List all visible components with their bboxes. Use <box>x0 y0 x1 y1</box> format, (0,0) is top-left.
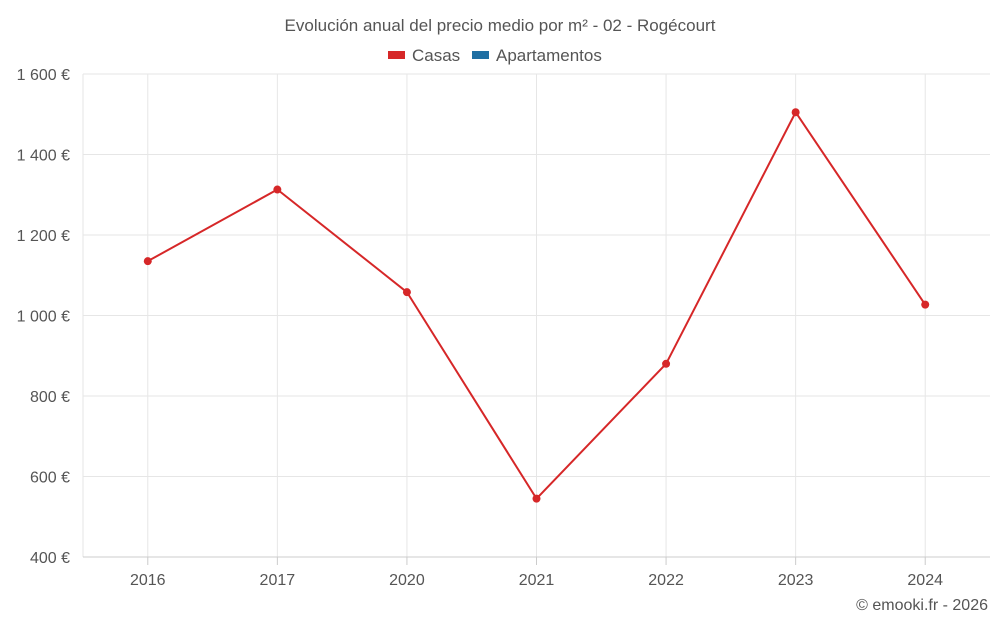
x-tick-label: 2024 <box>907 572 943 589</box>
legend-item-casas[interactable]: Casas <box>388 46 460 65</box>
y-axis-ticks: 400 € 600 € 800 € 1 000 € 1 200 € 1 400 € 1 60… <box>17 67 70 567</box>
y-tick-label: 1 000 € <box>17 309 70 326</box>
y-tick-label: 1 600 € <box>17 67 70 84</box>
credit-text: © emooki.fr - 2026 <box>856 597 988 614</box>
data-point-casas-2016[interactable] <box>143 257 152 266</box>
data-point-casas-2017[interactable] <box>273 185 282 194</box>
data-point-casas-2020[interactable] <box>402 288 411 297</box>
data-point-casas-2024[interactable] <box>921 300 930 309</box>
x-tick-label: 2016 <box>130 572 166 589</box>
x-tick-label: 2020 <box>389 572 425 589</box>
legend-swatch-apartamentos <box>472 51 489 59</box>
y-tick-label: 600 € <box>30 470 70 487</box>
data-point-casas-2021[interactable] <box>532 494 541 503</box>
x-tick-label: 2022 <box>648 572 684 589</box>
y-tick-label: 800 € <box>30 389 70 406</box>
legend: Casas Apartamentos <box>388 46 602 65</box>
y-tick-label: 400 € <box>30 550 70 567</box>
legend-label-casas: Casas <box>412 46 460 65</box>
legend-label-apartamentos: Apartamentos <box>496 46 602 65</box>
data-point-casas-2022[interactable] <box>662 359 671 368</box>
x-axis-ticks: 2016 2017 2020 2021 2022 2023 2024 <box>130 557 943 589</box>
x-gridlines <box>82 74 926 557</box>
data-point-casas-2023[interactable] <box>791 108 800 117</box>
legend-item-apartamentos[interactable]: Apartamentos <box>472 46 602 65</box>
x-tick-label: 2017 <box>260 572 296 589</box>
x-tick-label: 2021 <box>519 572 555 589</box>
chart-title: Evolución anual del precio medio por m² … <box>285 16 716 35</box>
series-casas <box>143 108 930 503</box>
legend-swatch-casas <box>388 51 405 59</box>
y-tick-label: 1 200 € <box>17 228 70 245</box>
x-tick-label: 2023 <box>778 572 814 589</box>
y-tick-label: 1 400 € <box>17 148 70 165</box>
